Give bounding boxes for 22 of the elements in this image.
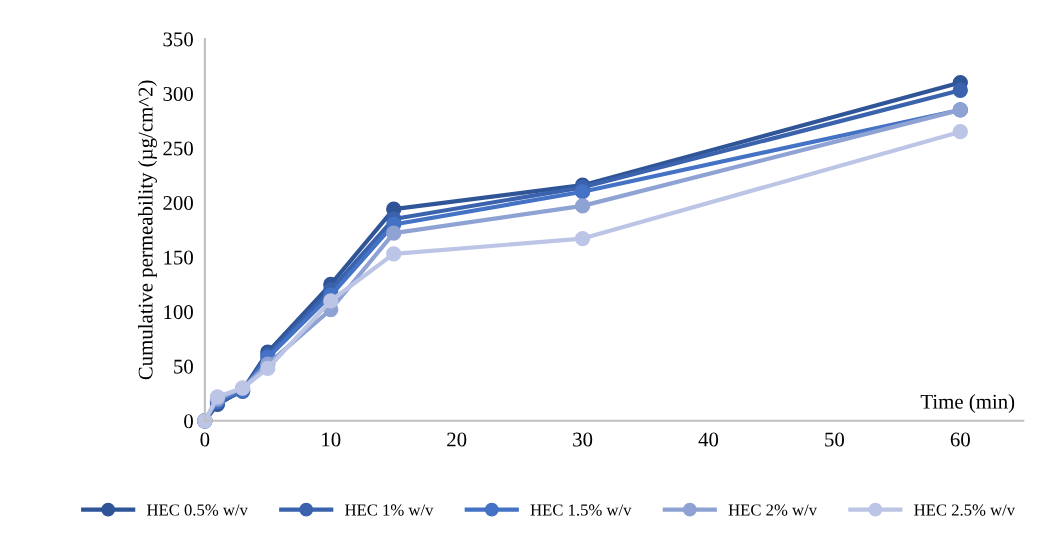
legend-label: HEC 2.5% w/v bbox=[914, 504, 1016, 516]
x-tick-label: 10 bbox=[322, 432, 341, 447]
y-tick-label: 50 bbox=[174, 359, 193, 374]
legend-label: HEC 1% w/v bbox=[345, 504, 434, 516]
y-tick-label: 350 bbox=[163, 32, 193, 47]
legend-label: HEC 2% w/v bbox=[728, 504, 818, 516]
y-tick-label: 250 bbox=[163, 141, 193, 156]
legend-label: HEC 0.5% w/v bbox=[146, 504, 248, 516]
y-tick-label: 0 bbox=[184, 414, 193, 429]
x-axis-title: Time (min) bbox=[920, 394, 1015, 413]
y-tick-label: 300 bbox=[163, 86, 193, 101]
legend-label: HEC 1.5% w/v bbox=[530, 504, 632, 516]
y-tick-label: 150 bbox=[164, 250, 193, 265]
y-tick-label: 200 bbox=[163, 195, 193, 211]
y-tick-label: 100 bbox=[164, 305, 193, 320]
x-tick-label: 40 bbox=[698, 432, 719, 447]
x-tick-label: 60 bbox=[950, 432, 970, 447]
x-tick-label: 30 bbox=[573, 432, 593, 447]
x-tick-label: 20 bbox=[447, 432, 467, 447]
y-axis-title: Cumulative permeability (µg/cm^2) bbox=[138, 80, 157, 380]
x-tick-label: 50 bbox=[825, 432, 845, 447]
x-tick-label: 0 bbox=[200, 432, 210, 447]
